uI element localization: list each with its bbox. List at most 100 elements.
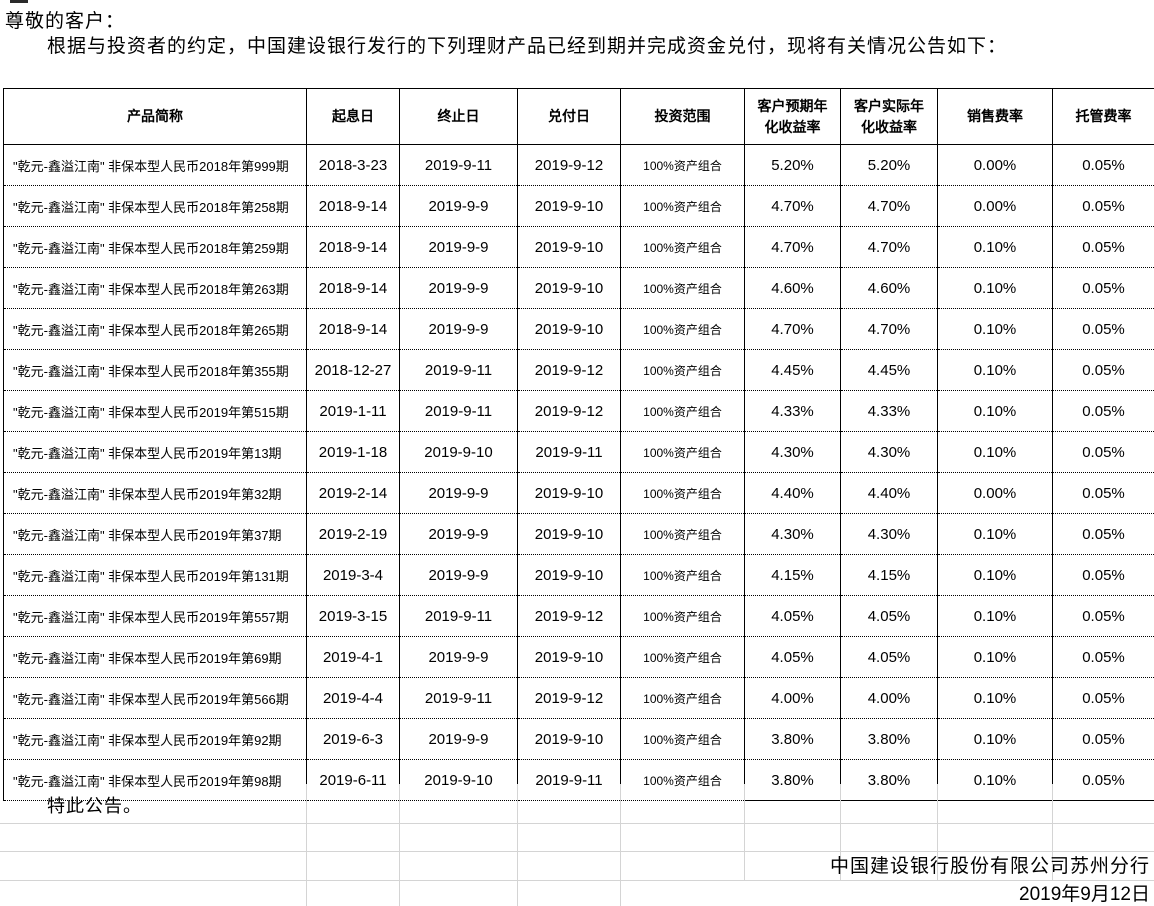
table-cell: 3.80% [840,718,938,760]
table-cell: 4.33% [840,390,938,432]
table-cell: 4.45% [744,349,841,391]
header-product-name: 产品简称 [3,88,307,145]
table-cell: 0.10% [937,431,1053,473]
table-cell: 4.60% [744,267,841,309]
table-cell: 0.05% [1052,554,1154,596]
product-table-body: "乾元-鑫溢江南" 非保本型人民币2018年第999期 2018-3-23 2019… [3,144,1154,801]
table-cell: 100%资产组合 [620,226,745,268]
table-cell: 4.15% [744,554,841,596]
table-cell: 2019-9-12 [517,595,621,637]
header-investment-scope: 投资范围 [620,88,745,145]
table-cell: 4.70% [744,185,841,227]
table-cell: 100%资产组合 [620,431,745,473]
table-cell: 2019-9-10 [517,185,621,227]
table-cell: 2019-9-10 [517,267,621,309]
table-cell: 0.10% [937,267,1053,309]
table-cell: 100%资产组合 [620,267,745,309]
table-cell: 0.05% [1052,718,1154,760]
header-custody-fee-rate: 托管费率 [1052,88,1154,145]
table-cell: 2019-9-10 [517,636,621,678]
table-cell: 2019-9-11 [517,431,621,473]
table-cell: 2018-9-14 [306,226,400,268]
table-cell: 3.80% [840,759,938,801]
intro-text: 根据与投资者的约定，中国建设银行发行的下列理财产品已经到期并完成资金兑付，现将有… [47,36,1008,57]
spreadsheet-gridline [0,851,1154,852]
table-cell: 2019-2-14 [306,472,400,514]
table-cell: 0.05% [1052,431,1154,473]
table-cell: 0.10% [937,349,1053,391]
table-cell: "乾元-鑫溢江南" 非保本型人民币2019年第69期 [3,636,307,678]
table-cell: 0.10% [937,595,1053,637]
table-row: "乾元-鑫溢江南" 非保本型人民币2019年第32期 2019-2-14 2019-… [3,472,1154,514]
table-cell: 2019-9-9 [399,226,518,268]
table-cell: 4.05% [744,636,841,678]
table-cell: 2019-9-12 [517,144,621,186]
table-cell: "乾元-鑫溢江南" 非保本型人民币2018年第999期 [3,144,307,186]
table-cell: 0.05% [1052,472,1154,514]
table-row: "乾元-鑫溢江南" 非保本型人民币2019年第566期 2019-4-4 2019-… [3,677,1154,719]
table-cell: "乾元-鑫溢江南" 非保本型人民币2018年第355期 [3,349,307,391]
table-cell: 100%资产组合 [620,636,745,678]
table-row: "乾元-鑫溢江南" 非保本型人民币2019年第92期 2019-6-3 2019-9… [3,718,1154,760]
table-cell: 0.00% [937,185,1053,227]
table-cell: 2019-9-11 [399,390,518,432]
header-end-date: 终止日 [399,88,518,145]
table-cell: 0.10% [937,226,1053,268]
table-row: "乾元-鑫溢江南" 非保本型人民币2018年第265期 2018-9-14 2019… [3,308,1154,350]
table-row: "乾元-鑫溢江南" 非保本型人民币2019年第557期 2019-3-15 2019… [3,595,1154,637]
table-cell: "乾元-鑫溢江南" 非保本型人民币2018年第258期 [3,185,307,227]
table-cell: 4.40% [744,472,841,514]
table-cell: 2018-3-23 [306,144,400,186]
table-cell: 2019-9-11 [399,144,518,186]
table-cell: 2019-9-10 [399,431,518,473]
table-cell: 4.00% [744,677,841,719]
table-cell: 2019-3-15 [306,595,400,637]
spreadsheet-gridline [840,784,841,880]
table-cell: "乾元-鑫溢江南" 非保本型人民币2019年第37期 [3,513,307,555]
table-cell: 2019-9-9 [399,513,518,555]
table-cell: 0.05% [1052,185,1154,227]
table-cell: 3.80% [744,718,841,760]
table-cell: 2019-9-9 [399,308,518,350]
table-cell: 100%资产组合 [620,513,745,555]
table-cell: 2018-12-27 [306,349,400,391]
screenshot-edge-artifact [10,0,28,3]
table-cell: 2019-9-9 [399,718,518,760]
table-row: "乾元-鑫溢江南" 非保本型人民币2019年第37期 2019-2-19 2019-… [3,513,1154,555]
table-cell: 4.70% [840,308,938,350]
table-cell: "乾元-鑫溢江南" 非保本型人民币2019年第557期 [3,595,307,637]
table-cell: "乾元-鑫溢江南" 非保本型人民币2019年第92期 [3,718,307,760]
table-cell: 2019-9-10 [517,718,621,760]
table-cell: 100%资产组合 [620,595,745,637]
table-cell: 0.10% [937,308,1053,350]
table-cell: 4.30% [744,513,841,555]
table-row: "乾元-鑫溢江南" 非保本型人民币2019年第69期 2019-4-1 2019-9… [3,636,1154,678]
table-cell: 2019-2-19 [306,513,400,555]
table-row: "乾元-鑫溢江南" 非保本型人民币2018年第999期 2018-3-23 2019… [3,144,1154,186]
table-cell: 100%资产组合 [620,554,745,596]
table-cell: 2019-1-11 [306,390,400,432]
table-cell: 5.20% [840,144,938,186]
table-cell: 0.05% [1052,267,1154,309]
table-cell: 0.05% [1052,595,1154,637]
table-cell: 4.15% [840,554,938,596]
table-cell: 4.60% [840,267,938,309]
header-expected-annualized-yield: 客户预期年 化收益率 [744,88,841,145]
table-cell: 2019-9-9 [399,636,518,678]
table-cell: 4.70% [744,226,841,268]
table-cell: 0.10% [937,513,1053,555]
table-cell: 4.45% [840,349,938,391]
table-cell: 2019-9-10 [517,513,621,555]
products-table: 产品简称 起息日 终止日 兑付日 投资范围 客户预期年 化收益率 客户实际年 化… [3,88,1154,801]
table-cell: 2019-9-11 [399,677,518,719]
table-cell: 100%资产组合 [620,144,745,186]
table-cell: "乾元-鑫溢江南" 非保本型人民币2019年第13期 [3,431,307,473]
table-row: "乾元-鑫溢江南" 非保本型人民币2018年第258期 2018-9-14 2019… [3,185,1154,227]
table-cell: 2019-9-12 [517,677,621,719]
table-cell: 2019-9-10 [517,554,621,596]
table-cell: "乾元-鑫溢江南" 非保本型人民币2019年第515期 [3,390,307,432]
table-row: "乾元-鑫溢江南" 非保本型人民币2018年第355期 2018-12-27 201… [3,349,1154,391]
table-cell: 100%资产组合 [620,718,745,760]
table-cell: 2019-9-12 [517,390,621,432]
